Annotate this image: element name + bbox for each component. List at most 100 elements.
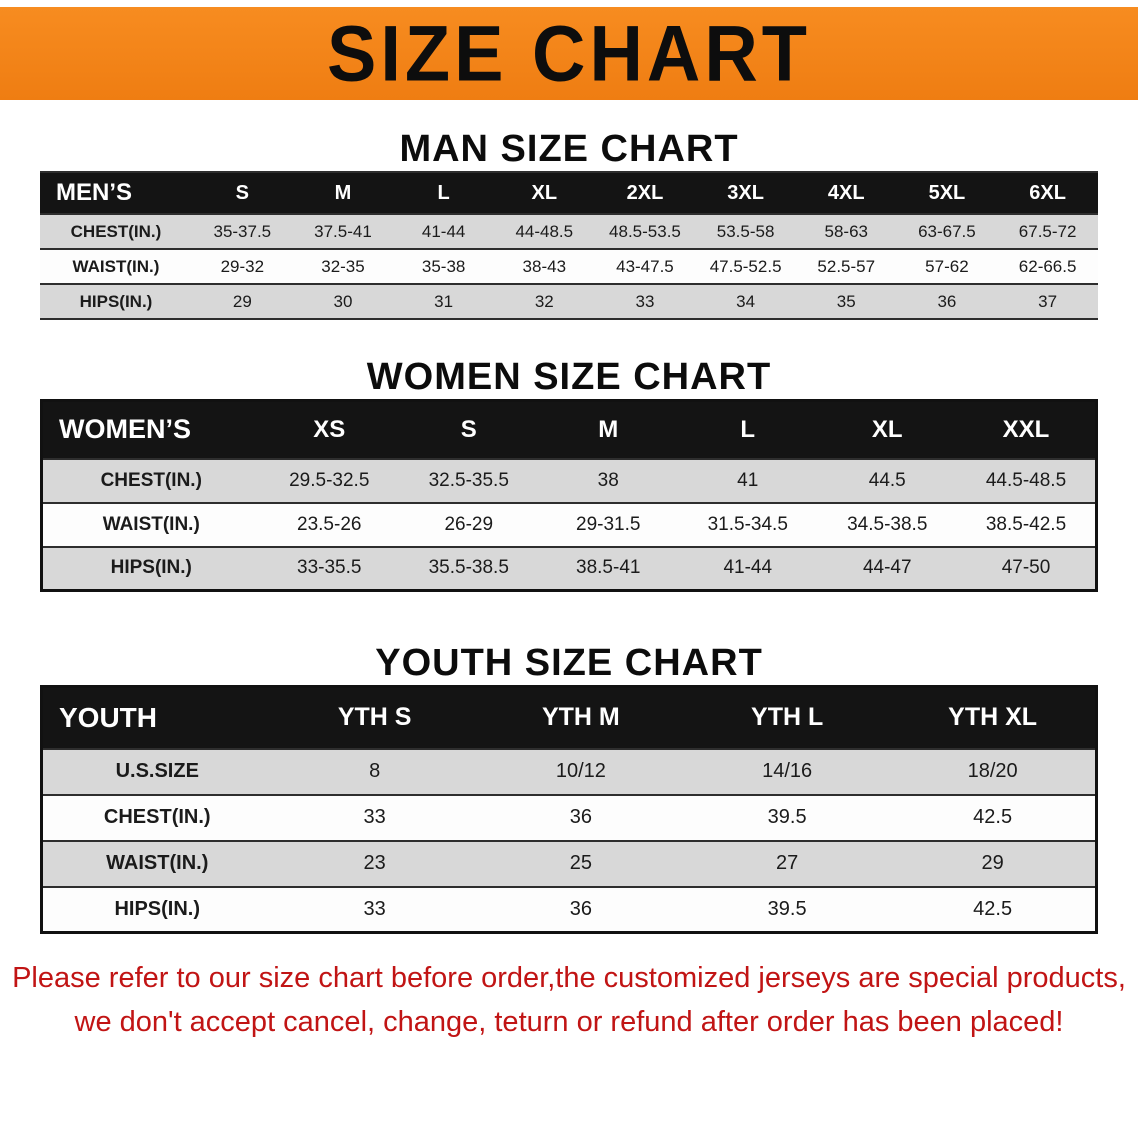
table-row: WAIST(IN.) 23 25 27 29 <box>41 840 1097 887</box>
row-label: CHEST(IN.) <box>103 806 211 828</box>
size-value-cell: 35-37.5 <box>213 221 272 241</box>
disclaimer-line-1: Please refer to our size chart before or… <box>12 962 1126 994</box>
size-value-cell: 14/16 <box>762 760 813 782</box>
size-value-cell: 44.5-48.5 <box>985 469 1067 491</box>
size-value-cell: 27 <box>776 852 799 874</box>
women-size-chart-title: WOMEN SIZE CHART <box>366 356 772 398</box>
table-row: WAIST(IN.) 29-32 32-35 35-38 38-43 43-47.5 47.… <box>40 249 1098 284</box>
size-value-cell: 29-32 <box>220 256 265 276</box>
table-row: HIPS(IN.) 29 30 31 32 33 34 35 36 37 <box>40 284 1098 319</box>
size-value-cell: 29 <box>981 852 1004 874</box>
size-value-cell: 41-44 <box>723 557 773 579</box>
size-value-cell: 38 <box>597 469 619 491</box>
size-value-cell: 48.5-53.5 <box>609 221 681 241</box>
man-size-chart-section: MAN SIZE CHART MEN’S S M L XL 2XL 3XL 4XL 5XL 6XL… <box>0 128 1138 320</box>
size-value-cell: 33 <box>363 897 386 920</box>
size-value-cell: 42.5 <box>973 897 1013 920</box>
size-header-cell: S <box>192 172 293 214</box>
size-header-cell: L <box>393 172 494 214</box>
size-header-cell: L <box>678 400 818 459</box>
mens-size-table: MEN’S S M L XL 2XL 3XL 4XL 5XL 6XL CHEST(IN.) 35-37… <box>40 171 1098 320</box>
row-label: WAIST(IN.) <box>106 852 209 874</box>
table-header-row: MEN’S S M L XL 2XL 3XL 4XL 5XL 6XL <box>40 172 1098 214</box>
size-value-cell: 33-35.5 <box>297 557 362 579</box>
size-value-cell: 57-62 <box>925 256 969 276</box>
size-value-cell: 67.5-72 <box>1018 221 1077 241</box>
size-header-cell: 6XL <box>997 172 1098 214</box>
table-row: CHEST(IN.) 29.5-32.5 32.5-35.5 38 41 44.5 44.5… <box>41 458 1097 503</box>
row-label: HIPS(IN.) <box>110 557 192 579</box>
row-label: WAIST(IN.) <box>102 513 200 535</box>
womens-size-table: WOMEN’S XS S M L XL XXL CHEST(IN.) 29.5-32.5 32.5… <box>40 399 1098 592</box>
size-value-cell: 38.5-41 <box>576 557 641 579</box>
size-value-cell: 10/12 <box>555 760 606 782</box>
size-value-cell: 44-47 <box>862 557 912 579</box>
size-value-cell: 30 <box>333 291 353 311</box>
table-title-cell: WOMEN’S <box>41 400 260 459</box>
size-value-cell: 41 <box>737 469 759 491</box>
table-row: WAIST(IN.) 23.5-26 26-29 29-31.5 31.5-34.5 34… <box>41 502 1097 547</box>
size-value-cell: 29 <box>232 291 252 311</box>
size-value-cell: 33 <box>635 291 655 311</box>
size-value-cell: 44-48.5 <box>515 221 574 241</box>
size-value-cell: 33 <box>363 806 386 828</box>
size-value-cell: 41-44 <box>421 221 466 241</box>
women-size-chart-section: WOMEN SIZE CHART WOMEN’S XS S M L XL XXL CHEST(… <box>0 356 1138 592</box>
size-header-cell: 3XL <box>695 172 796 214</box>
size-header-cell: 5XL <box>896 172 998 214</box>
size-header-cell: XS <box>259 400 399 459</box>
table-title-cell: MEN’S <box>40 172 192 214</box>
size-value-cell: 58-63 <box>824 221 868 241</box>
table-row: CHEST(IN.) 33 36 39.5 42.5 <box>41 794 1097 841</box>
size-value-cell: 32.5-35.5 <box>428 469 509 491</box>
size-header-cell: XXL <box>957 400 1097 459</box>
table-row: HIPS(IN.) 33-35.5 35.5-38.5 38.5-41 41-44 44-… <box>41 546 1097 591</box>
row-label: U.S.SIZE <box>115 760 199 782</box>
table-title-cell: YOUTH <box>41 686 272 749</box>
size-value-cell: 23 <box>363 852 386 874</box>
size-value-cell: 31 <box>434 291 454 311</box>
size-value-cell: 42.5 <box>973 806 1013 828</box>
table-header-row: YOUTH YTH S YTH M YTH L YTH XL <box>41 686 1097 749</box>
size-value-cell: 38.5-42.5 <box>985 513 1067 535</box>
size-value-cell: 39.5 <box>767 806 807 828</box>
size-value-cell: 39.5 <box>767 897 807 920</box>
table-row: U.S.SIZE 8 10/12 14/16 18/20 <box>41 748 1097 795</box>
row-label: HIPS(IN.) <box>114 897 201 920</box>
youth-size-chart-section: YOUTH SIZE CHART YOUTH YTH S YTH M YTH L YTH… <box>0 642 1138 934</box>
size-header-cell: XL <box>817 400 957 459</box>
size-value-cell: 62-66.5 <box>1018 256 1077 276</box>
size-value-cell: 37.5-41 <box>314 221 372 241</box>
size-value-cell: 35.5-38.5 <box>428 557 509 579</box>
size-value-cell: 47-50 <box>1001 557 1051 579</box>
size-header-cell: M <box>538 400 678 459</box>
size-header-cell: 4XL <box>795 172 897 214</box>
size-value-cell: 47.5-52.5 <box>709 256 782 276</box>
size-value-cell: 36 <box>937 291 957 311</box>
size-header-cell: XL <box>493 172 595 214</box>
banner: SIZE CHART <box>0 7 1138 100</box>
youth-size-chart-title: YOUTH SIZE CHART <box>375 642 763 684</box>
table-row: CHEST(IN.) 35-37.5 37.5-41 41-44 44-48.5 48.5… <box>40 214 1098 249</box>
size-value-cell: 35 <box>836 291 856 311</box>
size-value-cell: 34 <box>736 291 756 311</box>
size-header-cell: YTH S <box>271 686 478 749</box>
size-value-cell: 31.5-34.5 <box>707 513 788 535</box>
banner-title: SIZE CHART <box>327 9 811 98</box>
size-value-cell: 36 <box>569 897 592 920</box>
row-label: CHEST(IN.) <box>70 221 162 241</box>
size-value-cell: 26-29 <box>444 513 494 535</box>
size-value-cell: 29-31.5 <box>576 513 641 535</box>
size-value-cell: 29.5-32.5 <box>289 469 370 491</box>
size-value-cell: 43-47.5 <box>616 256 674 276</box>
size-header-cell: YTH XL <box>890 686 1097 749</box>
size-value-cell: 23.5-26 <box>297 513 362 535</box>
row-label: CHEST(IN.) <box>100 469 202 491</box>
size-value-cell: 53.5-58 <box>716 221 775 241</box>
size-value-cell: 8 <box>369 760 381 782</box>
size-header-cell: S <box>399 400 539 459</box>
row-label: WAIST(IN.) <box>72 256 160 276</box>
size-value-cell: 52.5-57 <box>817 256 876 276</box>
size-value-cell: 25 <box>569 852 592 874</box>
size-header-cell: YTH L <box>684 686 891 749</box>
